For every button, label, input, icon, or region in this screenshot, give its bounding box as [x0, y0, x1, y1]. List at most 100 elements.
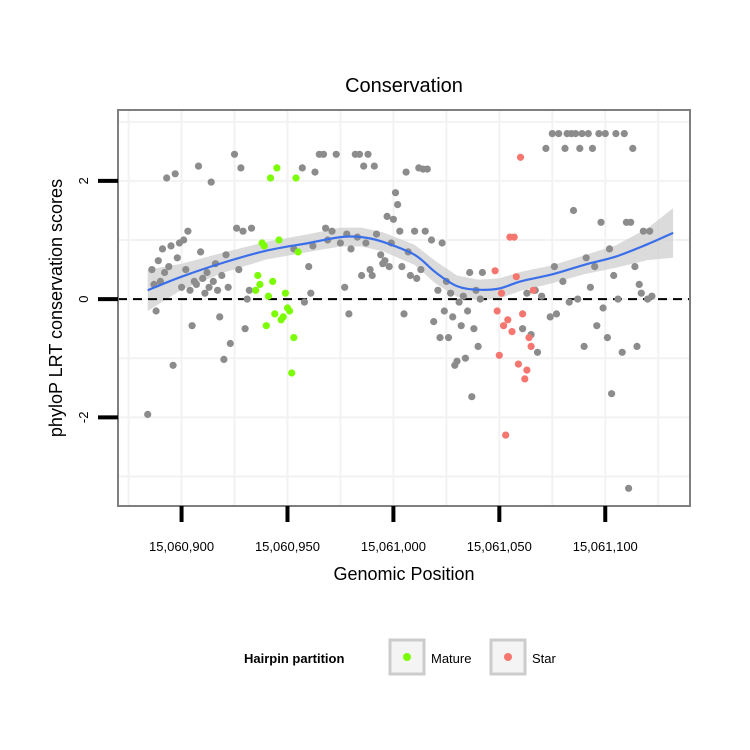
point-other [533, 348, 542, 356]
point-star [502, 431, 510, 439]
point-other [241, 325, 249, 333]
point-other [188, 322, 196, 330]
point-other [466, 268, 474, 277]
point-other [182, 266, 190, 274]
point-other [449, 313, 457, 321]
point-other [620, 130, 628, 138]
point-other [597, 218, 605, 226]
point-other [377, 251, 385, 259]
point-other [368, 271, 376, 280]
point-other [144, 410, 152, 418]
point-other [385, 263, 393, 271]
point-other [478, 268, 486, 277]
point-star [500, 322, 508, 330]
point-other [224, 283, 232, 291]
point-other [421, 227, 429, 235]
legend-label-star: Star [532, 651, 557, 666]
point-other [476, 295, 484, 303]
point-other [453, 357, 461, 365]
point-other [336, 239, 344, 247]
point-other [328, 227, 336, 235]
point-other [237, 164, 245, 172]
point-other [218, 271, 226, 280]
point-star [510, 233, 518, 241]
point-other [209, 277, 217, 285]
point-other [381, 257, 389, 265]
point-other [588, 144, 597, 152]
point-star [508, 328, 516, 336]
point-other [546, 313, 554, 321]
point-other [358, 271, 366, 280]
point-other [552, 310, 561, 318]
point-other [171, 170, 179, 178]
point-other [366, 266, 374, 274]
point-mature [273, 164, 281, 172]
point-other [444, 334, 453, 342]
point-star [527, 342, 535, 350]
legend-swatch-mature [403, 653, 411, 661]
plot-border [117, 109, 691, 507]
x-tick-label: 15,061,000 [361, 539, 426, 554]
point-other [239, 227, 247, 235]
point-other [595, 130, 603, 138]
point-mature [262, 322, 270, 330]
point-other [400, 310, 408, 318]
point-other [300, 298, 308, 306]
confidence-ribbon [147, 208, 674, 311]
x-tick-label: 15,061,050 [467, 539, 532, 554]
point-star [516, 153, 525, 161]
point-other [406, 271, 414, 280]
point-star [514, 360, 523, 368]
point-other [216, 313, 224, 321]
point-other [173, 254, 181, 262]
x-axis: 15,060,900 15,060,950 15,061,000 15,061,050… [149, 506, 638, 554]
point-other [197, 248, 205, 256]
point-other [243, 295, 251, 303]
point-other [194, 162, 203, 170]
y-tick-label: 2 [76, 177, 91, 184]
point-mature [290, 334, 298, 342]
point-other [148, 266, 156, 274]
point-other [305, 263, 313, 271]
point-star [504, 316, 512, 324]
point-other [345, 310, 353, 318]
point-other [633, 342, 641, 350]
point-other [389, 215, 397, 223]
point-other [591, 263, 599, 271]
point-other [226, 339, 234, 348]
point-other [394, 201, 402, 209]
point-other [605, 245, 614, 253]
point-other [311, 168, 319, 176]
point-mature [294, 248, 302, 256]
point-other [523, 289, 531, 297]
point-other [569, 206, 578, 215]
point-other [152, 307, 160, 315]
point-other [207, 178, 215, 186]
point-other [233, 224, 241, 232]
point-other [550, 263, 559, 271]
point-other [470, 325, 478, 333]
point-other [247, 224, 256, 232]
point-other [455, 298, 463, 306]
point-star [493, 307, 501, 315]
point-star [495, 351, 503, 359]
point-other [383, 212, 391, 220]
point-other [519, 325, 527, 333]
point-other [370, 162, 378, 170]
point-other [184, 227, 192, 235]
point-mature [252, 286, 260, 294]
point-other [222, 251, 230, 259]
point-other [459, 292, 467, 300]
point-other [322, 224, 330, 232]
point-other [559, 277, 567, 285]
point-other [603, 334, 612, 342]
point-other [578, 130, 586, 138]
point-other [298, 164, 306, 172]
point-other [398, 263, 406, 271]
point-other [555, 130, 563, 138]
point-other [582, 254, 590, 262]
point-other [201, 289, 209, 297]
point-other [391, 189, 400, 197]
point-other [542, 144, 550, 152]
point-other [612, 130, 620, 138]
